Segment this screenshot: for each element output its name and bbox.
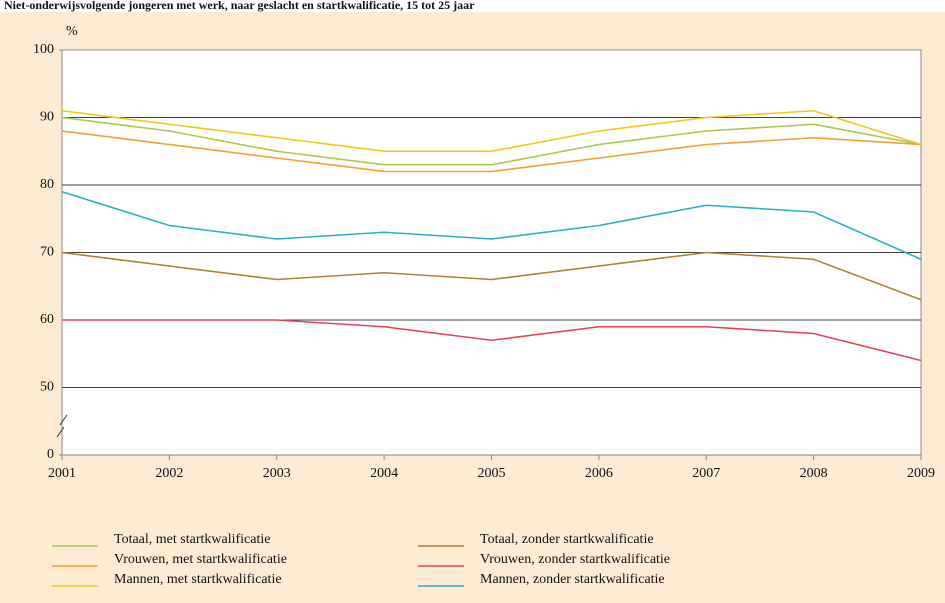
chart-title: Niet-onderwijsvolgende jongeren met werk… — [4, 0, 475, 12]
legend-label: Vrouwen, zonder startkwalificatie — [480, 552, 670, 567]
x-tick-label: 2008 — [800, 466, 828, 481]
x-tick-label: 2007 — [692, 466, 720, 481]
y-tick-label: 50 — [40, 380, 54, 395]
x-tick-label: 2002 — [155, 466, 183, 481]
x-tick-label: 2001 — [48, 466, 76, 481]
y-tick-label: 70 — [40, 245, 54, 260]
legend-label: Vrouwen, met startkwalificatie — [114, 552, 287, 567]
series-line — [61, 190, 922, 260]
y-tick-label: 100 — [33, 42, 54, 57]
y-tick-label: 0 — [47, 447, 54, 462]
x-tick-label: 2004 — [370, 466, 398, 481]
x-tick-label: 2005 — [478, 466, 506, 481]
legend-label: Mannen, met startkwalificatie — [114, 572, 282, 587]
x-tick-label: 2009 — [907, 466, 935, 481]
legend-label: Totaal, zonder startkwalificatie — [480, 532, 654, 547]
y-tick-label: 80 — [40, 177, 54, 192]
y-tick-label: 90 — [40, 110, 54, 125]
series-line — [62, 319, 922, 362]
series-line — [61, 130, 922, 173]
y-tick-label: 60 — [40, 312, 54, 327]
legend-label: Totaal, met startkwalificatie — [114, 532, 270, 547]
series-line — [61, 109, 922, 153]
legend-label: Mannen, zonder startkwalificatie — [480, 572, 665, 587]
axis-break — [56, 414, 68, 438]
x-tick-label: 2003 — [263, 466, 291, 481]
x-tick-label: 2006 — [585, 466, 613, 481]
series-line — [61, 251, 922, 301]
y-axis-label: % — [66, 24, 78, 39]
series-line — [61, 116, 922, 166]
